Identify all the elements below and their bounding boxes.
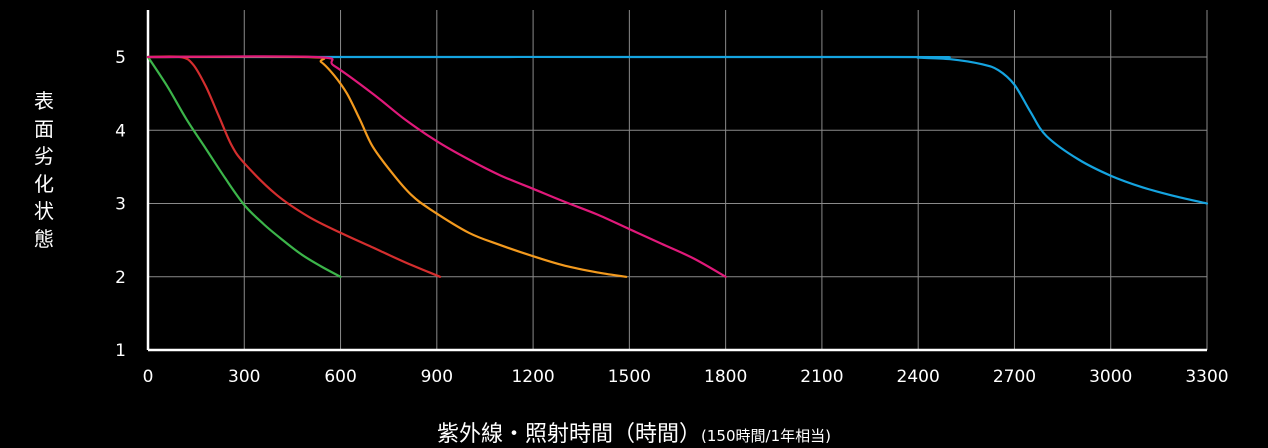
y-tick-label: 1 [115, 341, 126, 361]
x-tick-label: 2400 [897, 367, 940, 387]
x-tick-label: 600 [324, 367, 356, 387]
x-tick-label: 2100 [800, 367, 843, 387]
x-tick-label: 300 [228, 367, 260, 387]
x-tick-label: 2700 [993, 367, 1036, 387]
y-axis-label-char: 態 [34, 226, 54, 251]
series-line [146, 55, 442, 278]
x-tick-label: 0 [143, 367, 154, 387]
series-line [146, 55, 1209, 205]
grid [148, 10, 1208, 350]
x-tick-label: 1800 [704, 367, 747, 387]
series-line [146, 55, 727, 278]
x-tick-label: 900 [421, 367, 453, 387]
x-tick-label: 3000 [1089, 367, 1132, 387]
y-tick-label: 2 [115, 268, 126, 288]
x-tick-label: 3300 [1185, 367, 1228, 387]
y-axis-label-char: 表 [34, 89, 54, 113]
x-axis-label: 紫外線・照射時間（時間）(150時間/1年相当) [0, 416, 1268, 448]
y-axis-label-char: 劣 [34, 144, 54, 168]
y-axis-label-char: 状 [34, 199, 54, 223]
x-tick-label: 1500 [608, 367, 651, 387]
series-line [146, 55, 628, 278]
y-axis-label-char: 面 [34, 116, 54, 141]
axes [146, 10, 1207, 352]
x-axis-label-sub: (150時間/1年相当) [701, 427, 831, 445]
x-axis-label-main: 紫外線・照射時間（時間） [437, 422, 702, 447]
x-tick-label: 1200 [511, 367, 554, 387]
y-tick-label: 5 [115, 48, 126, 68]
series-line [146, 55, 342, 278]
y-axis-label-char: 化 [34, 171, 54, 196]
series-lines [146, 55, 1209, 278]
tick-labels: 0 300 600 900 1200 1500 1800 2100 2400 2700 3000 33… [115, 48, 1228, 387]
y-axis-label: 表 面 劣 化 状 態 [30, 88, 58, 253]
y-tick-label: 3 [115, 195, 126, 215]
y-tick-label: 4 [115, 121, 126, 141]
